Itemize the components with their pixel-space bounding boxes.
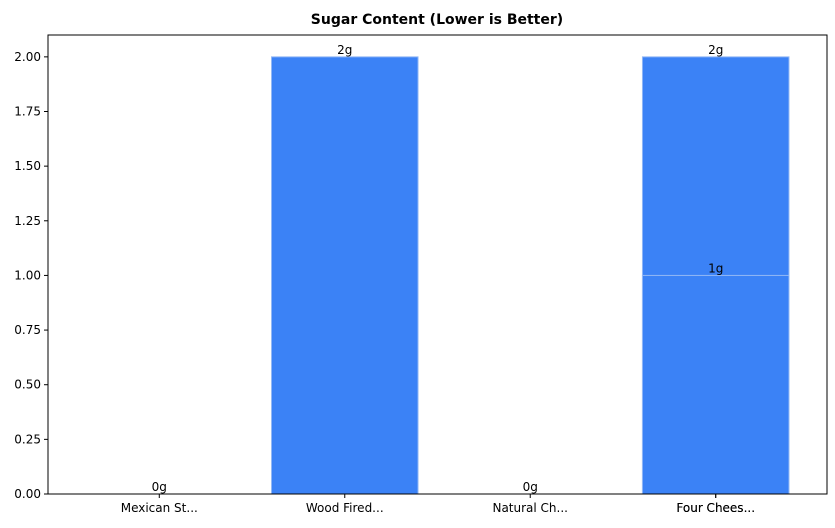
value-label: 0g	[152, 480, 167, 494]
y-tick-label: 2.00	[14, 50, 41, 64]
y-tick-label: 0.50	[14, 378, 41, 392]
x-tick-label: Wood Fired...	[306, 501, 384, 515]
y-tick-label: 1.75	[14, 105, 41, 119]
y-tick-label: 1.00	[14, 268, 41, 282]
bar	[270, 56, 419, 495]
y-tick-label: 1.50	[14, 159, 41, 173]
value-label: 1g	[708, 261, 723, 275]
x-tick-label: Mexican St...	[121, 501, 198, 515]
value-label: 0g	[523, 480, 538, 494]
chart-title: Sugar Content (Lower is Better)	[311, 12, 563, 28]
value-label: 2g	[708, 43, 723, 57]
x-tick-label: Four Chees...	[676, 501, 755, 515]
y-tick-label: 0.25	[14, 432, 41, 446]
bar	[641, 274, 790, 495]
y-tick-label: 0.00	[14, 487, 41, 501]
x-tick-label: Four Chees...	[676, 501, 755, 515]
y-tick-label: 1.25	[14, 214, 41, 228]
plot-frame	[47, 34, 828, 495]
value-label: 2g	[337, 43, 352, 57]
y-tick-label: 0.75	[14, 323, 41, 337]
x-tick-label: Natural Ch...	[492, 501, 568, 515]
